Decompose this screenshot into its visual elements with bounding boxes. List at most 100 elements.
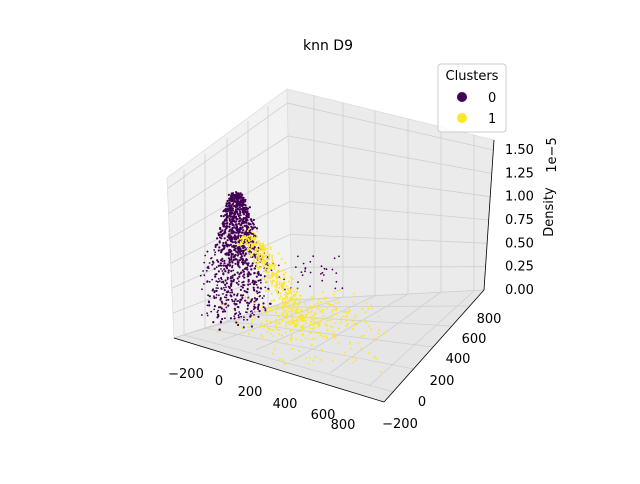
point-cluster-1 [252,238,255,241]
point-cluster-1 [320,348,323,351]
point-cluster-0 [220,288,223,290]
point-cluster-0 [225,214,228,217]
point-cluster-0 [228,250,232,254]
point-cluster-0 [204,254,207,257]
point-cluster-1 [273,348,276,350]
point-cluster-1 [253,302,256,305]
point-cluster-1 [251,254,254,257]
point-cluster-0 [246,304,250,307]
point-cluster-0 [321,279,324,282]
point-cluster-1 [275,273,278,276]
point-cluster-1 [274,319,277,322]
point-cluster-0 [236,225,239,228]
point-cluster-0 [231,203,234,206]
point-cluster-1 [299,318,302,321]
point-cluster-1 [274,324,277,326]
point-cluster-1 [289,276,292,279]
point-cluster-1 [265,275,268,277]
point-cluster-0 [309,271,312,274]
point-cluster-0 [234,298,237,301]
point-cluster-0 [250,325,253,328]
point-cluster-1 [297,315,300,318]
point-cluster-1 [310,345,313,348]
point-cluster-1 [295,319,298,322]
grid-line [170,201,290,264]
point-cluster-1 [245,242,248,245]
point-cluster-1 [278,283,281,285]
point-cluster-1 [297,303,300,306]
point-cluster-0 [250,220,253,223]
point-cluster-0 [231,207,234,210]
point-cluster-0 [234,244,238,247]
point-cluster-1 [269,307,272,310]
point-cluster-0 [221,310,225,313]
point-cluster-1 [326,329,329,332]
point-cluster-0 [215,296,218,299]
point-cluster-0 [246,288,249,291]
point-cluster-1 [260,322,263,325]
point-cluster-1 [332,334,335,337]
point-cluster-1 [245,237,248,240]
point-cluster-1 [301,334,304,336]
point-cluster-0 [229,199,232,202]
point-cluster-0 [225,210,228,213]
point-cluster-0 [223,232,226,235]
point-cluster-0 [233,307,236,310]
point-cluster-1 [256,265,259,268]
point-cluster-1 [262,266,265,269]
point-cluster-1 [260,244,263,247]
point-cluster-0 [244,248,247,251]
point-cluster-1 [237,238,240,241]
point-cluster-1 [268,270,271,273]
point-cluster-1 [324,317,327,320]
grid-line [288,168,491,198]
point-cluster-1 [355,359,357,361]
point-cluster-0 [226,239,229,242]
point-cluster-0 [227,236,231,239]
point-cluster-1 [332,359,334,362]
point-cluster-0 [210,257,212,260]
point-cluster-0 [234,195,237,198]
z-tick-label: 0.50 [505,236,534,251]
point-cluster-1 [330,325,332,328]
point-cluster-1 [249,252,252,255]
point-cluster-1 [325,335,328,338]
point-cluster-0 [218,280,221,283]
point-cluster-0 [228,258,231,261]
point-cluster-1 [291,278,294,281]
point-cluster-0 [218,294,220,297]
point-cluster-1 [298,300,301,303]
point-cluster-0 [238,206,241,209]
point-cluster-1 [282,287,285,290]
point-cluster-0 [235,208,238,212]
point-cluster-1 [262,245,265,248]
point-cluster-1 [257,252,260,255]
point-cluster-1 [284,293,287,296]
point-cluster-1 [302,324,305,327]
point-cluster-1 [349,343,352,345]
point-cluster-0 [232,255,235,259]
point-cluster-0 [233,196,236,200]
point-cluster-1 [330,311,333,313]
point-cluster-1 [237,322,240,324]
point-cluster-0 [235,281,238,284]
point-cluster-0 [231,276,234,279]
point-cluster-0 [251,298,254,300]
point-cluster-1 [367,351,370,354]
y-axis-line [383,289,485,403]
point-cluster-1 [283,273,286,276]
x-tick-label: 600 [311,408,336,423]
point-cluster-0 [309,260,312,263]
grid-line [173,299,293,339]
point-cluster-0 [250,268,253,271]
point-cluster-0 [247,262,250,265]
point-cluster-0 [240,204,243,207]
point-cluster-0 [239,312,242,315]
point-cluster-1 [302,310,305,313]
point-cluster-1 [298,355,301,358]
point-cluster-0 [232,236,235,239]
point-cluster-1 [313,320,316,323]
point-cluster-0 [228,217,231,220]
point-cluster-1 [285,331,287,334]
point-cluster-0 [252,308,255,311]
